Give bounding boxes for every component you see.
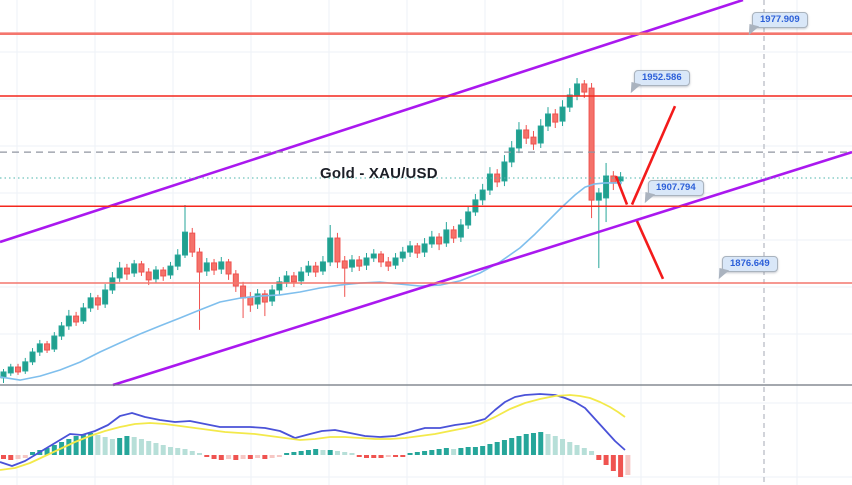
macd-signal-line	[0, 394, 626, 471]
chart-title: Gold - XAU/USD	[320, 165, 438, 182]
projection-arrows	[614, 105, 677, 280]
reference-lines	[0, 151, 852, 179]
price-label-1876[interactable]: 1876.649	[716, 256, 778, 282]
macd-histogram	[1, 432, 631, 477]
price-label-1977[interactable]: 1977.909	[746, 12, 808, 38]
price-label-text: 1977.909	[760, 14, 800, 25]
price-label-1952[interactable]: 1952.586	[628, 70, 690, 96]
moving-average-line	[0, 182, 622, 381]
trend-channel	[0, 0, 852, 387]
price-label-text: 1952.586	[642, 72, 682, 83]
support-resistance-lines	[0, 32, 852, 284]
macd-line	[0, 393, 626, 467]
candles	[0, 78, 624, 384]
price-label-text: 1907.794	[656, 182, 696, 193]
price-label-1907[interactable]: 1907.794	[642, 180, 704, 206]
price-label-text: 1876.649	[730, 258, 770, 269]
